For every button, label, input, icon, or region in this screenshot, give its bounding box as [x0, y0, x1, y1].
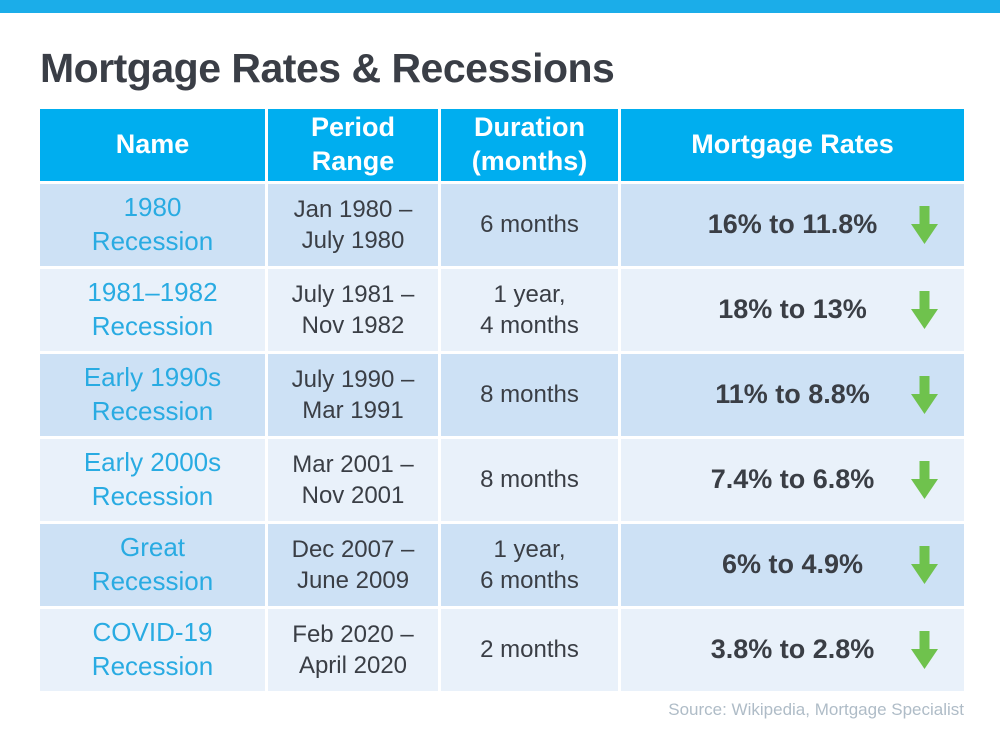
down-arrow-icon: [911, 545, 938, 584]
period-cell: July 1990 – Mar 1991: [268, 353, 438, 436]
rates-value: 18% to 13%: [718, 294, 867, 325]
name-cell: 1981–1982 Recession: [40, 268, 265, 351]
source-credit: Source: Wikipedia, Mortgage Specialist: [668, 699, 964, 719]
rates-value: 6% to 4.9%: [721, 549, 864, 580]
rates-value: 16% to 11.8%: [707, 209, 878, 240]
name-cell: Great Recession: [40, 523, 265, 606]
period-cell: July 1981 – Nov 1982: [268, 268, 438, 351]
duration-cell: 8 months: [441, 353, 618, 436]
rates-value: 11% to 8.8%: [715, 379, 870, 410]
name-cell: Early 1990s Recession: [40, 353, 265, 436]
period-cell: Mar 2001 – Nov 2001: [268, 438, 438, 521]
rates-cell: 18% to 13%: [621, 268, 964, 351]
period-cell: Jan 1980 – July 1980: [268, 183, 438, 266]
name-cell: 1980 Recession: [40, 183, 265, 266]
recessions-table: Name Period Range Duration (months) Mort…: [40, 108, 964, 691]
down-arrow-icon: [911, 630, 938, 669]
column-header-rates: Mortgage Rates: [621, 108, 964, 181]
rates-value: 7.4% to 6.8%: [710, 464, 875, 495]
rates-cell: 3.8% to 2.8%: [621, 608, 964, 691]
column-header-name: Name: [40, 108, 265, 181]
top-accent-bar: [0, 0, 1000, 13]
duration-cell: 8 months: [441, 438, 618, 521]
name-cell: COVID-19 Recession: [40, 608, 265, 691]
period-cell: Feb 2020 – April 2020: [268, 608, 438, 691]
rates-cell: 6% to 4.9%: [621, 523, 964, 606]
period-cell: Dec 2007 – June 2009: [268, 523, 438, 606]
down-arrow-icon: [911, 375, 938, 414]
rates-cell: 11% to 8.8%: [621, 353, 964, 436]
page-title: Mortgage Rates & Recessions: [40, 45, 615, 91]
rates-cell: 7.4% to 6.8%: [621, 438, 964, 521]
duration-cell: 1 year, 4 months: [441, 268, 618, 351]
down-arrow-icon: [911, 205, 938, 244]
duration-cell: 1 year, 6 months: [441, 523, 618, 606]
rates-value: 3.8% to 2.8%: [710, 634, 875, 665]
down-arrow-icon: [911, 290, 938, 329]
name-cell: Early 2000s Recession: [40, 438, 265, 521]
duration-cell: 2 months: [441, 608, 618, 691]
duration-cell: 6 months: [441, 183, 618, 266]
column-header-duration: Duration (months): [441, 108, 618, 181]
column-header-period: Period Range: [268, 108, 438, 181]
rates-cell: 16% to 11.8%: [621, 183, 964, 266]
down-arrow-icon: [911, 460, 938, 499]
